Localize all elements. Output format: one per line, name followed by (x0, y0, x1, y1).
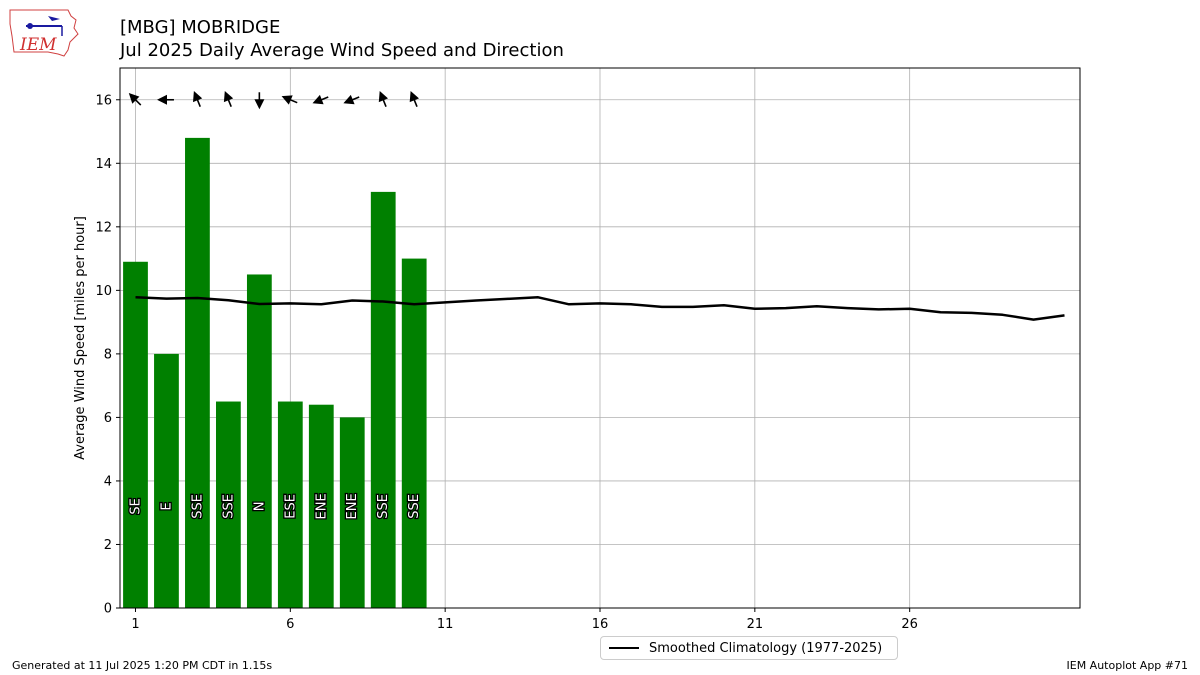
direction-label: SSE (407, 494, 422, 519)
legend-line-swatch (609, 647, 639, 649)
wind-speed-bar (123, 261, 148, 608)
wind-arrow-icon (157, 94, 167, 105)
wind-arrow-icon (343, 94, 355, 105)
y-tick-label: 14 (95, 157, 112, 172)
chart-title-station: [MBG] MOBRIDGE (120, 17, 281, 38)
climatology-line-group (135, 296, 1065, 321)
direction-label: N (252, 501, 267, 511)
wind-arrow-icon (223, 91, 234, 103)
y-tick-label: 12 (95, 220, 112, 235)
wind-arrow-icon (128, 93, 140, 104)
y-tick-label: 4 (104, 474, 112, 489)
generated-timestamp: Generated at 11 Jul 2025 1:20 PM CDT in … (12, 659, 273, 672)
wind-speed-bar (185, 137, 210, 608)
direction-label: SSE (190, 494, 205, 519)
wind-speed-bar (370, 191, 396, 608)
y-tick-label: 6 (104, 411, 112, 426)
legend-label: Smoothed Climatology (1977-2025) (649, 640, 883, 656)
legend: Smoothed Climatology (1977-2025) (600, 636, 898, 660)
x-tick-label: 21 (747, 617, 764, 632)
x-tick-label: 26 (901, 617, 918, 632)
wind-speed-bar (246, 274, 272, 608)
wind-speed-bar (154, 353, 179, 608)
climatology-line (135, 296, 1065, 321)
y-tick-label: 0 (104, 602, 112, 617)
x-tick-label: 6 (286, 617, 294, 632)
direction-label: ENE (345, 493, 360, 519)
y-tick-label: 2 (104, 538, 112, 553)
app-credit: IEM Autoplot App #71 (1066, 659, 1189, 672)
wind-speed-bar (339, 417, 365, 608)
y-axis-label: Average Wind Speed [miles per hour] (73, 216, 88, 460)
direction-label: ESE (283, 494, 298, 519)
y-tick-label: 16 (95, 93, 112, 108)
wind-speed-bar (308, 404, 334, 608)
x-tick-label: 1 (131, 617, 139, 632)
wind-speed-bar (216, 401, 241, 608)
wind-speed-bar (277, 401, 303, 608)
wind-arrows-group (128, 91, 419, 110)
direction-label: SE (128, 498, 143, 514)
direction-label: E (159, 502, 174, 510)
x-tick-label: 16 (592, 617, 609, 632)
x-tick-label: 11 (437, 617, 454, 632)
direction-label: SSE (376, 494, 391, 519)
wind-arrow-icon (378, 91, 388, 103)
wind-speed-bar (401, 258, 427, 608)
wind-arrow-icon (254, 99, 265, 110)
chart-title-description: Jul 2025 Daily Average Wind Speed and Di… (120, 40, 564, 61)
wind-arrow-icon (193, 91, 203, 103)
y-tick-label: 8 (104, 347, 112, 362)
y-tick-label: 10 (95, 284, 112, 299)
direction-labels-group: SE E SSE SSE N ESE ENE ENE SSE SSE (127, 492, 423, 521)
bars-group (123, 137, 427, 608)
wind-arrow-icon (409, 91, 419, 103)
direction-label: ENE (314, 493, 329, 519)
wind-arrow-icon (312, 94, 324, 105)
wind-arrow-icon (281, 95, 293, 105)
logo-text: IEM (19, 35, 57, 55)
iem-logo-icon: IEM (9, 9, 79, 57)
direction-label: SSE (221, 494, 236, 519)
